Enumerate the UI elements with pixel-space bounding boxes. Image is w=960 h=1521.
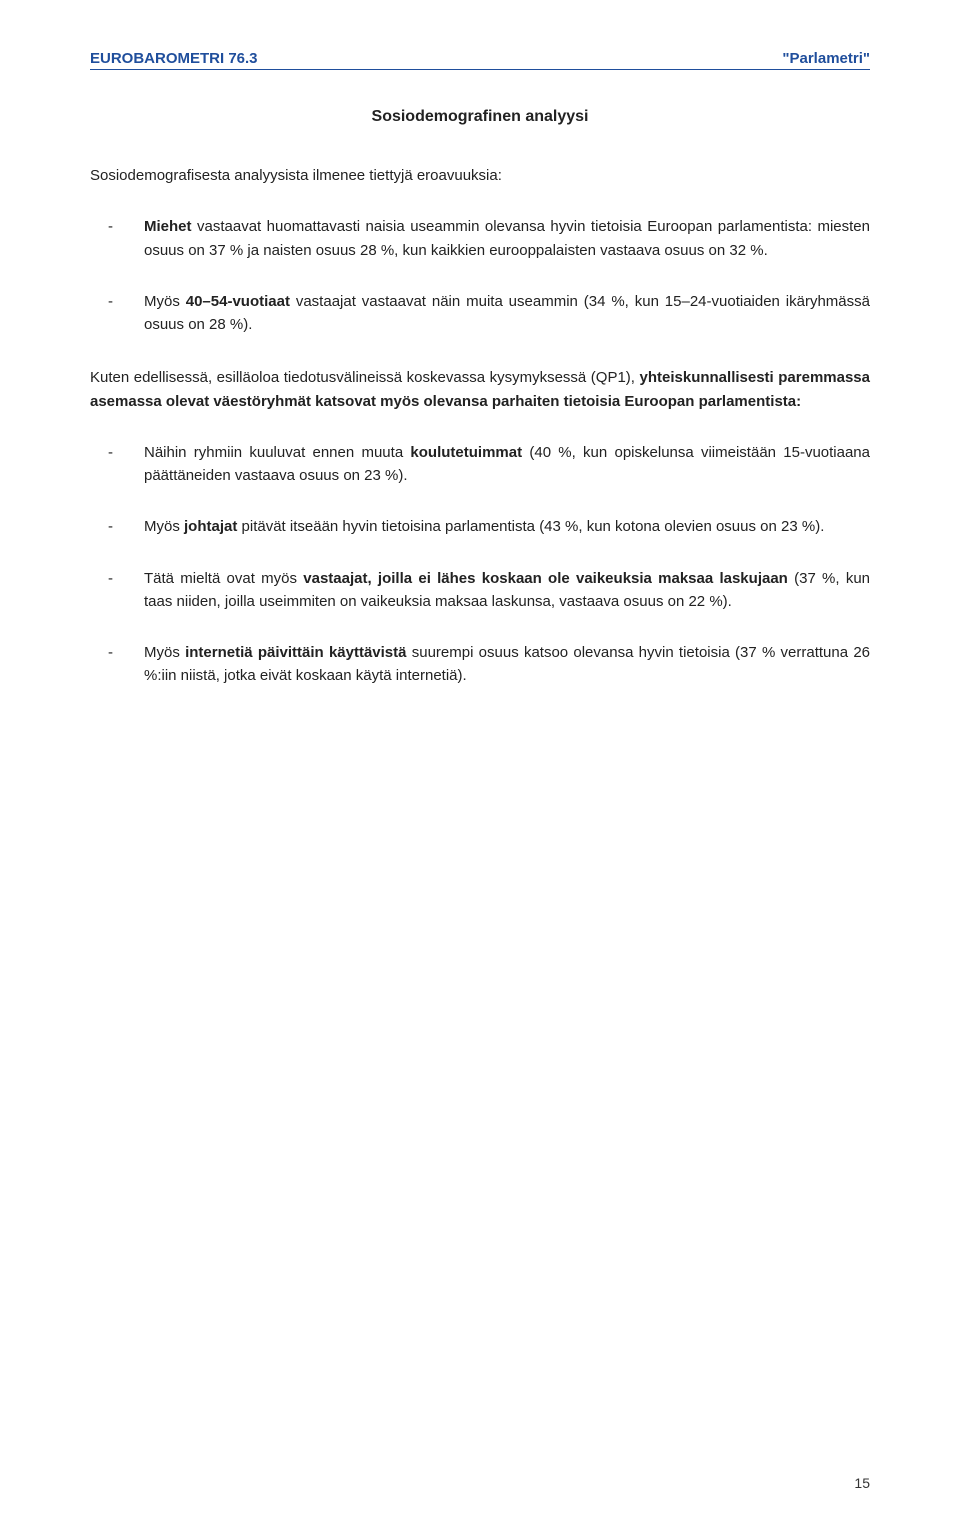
- bullet-item: - Tätä mieltä ovat myös vastaajat, joill…: [90, 567, 870, 614]
- page-header: EUROBAROMETRI 76.3 "Parlametri": [90, 50, 870, 70]
- bullet-text: Myös 40–54-vuotiaat vastaajat vastaavat …: [144, 290, 870, 337]
- bullet-item: - Näihin ryhmiin kuuluvat ennen muuta ko…: [90, 441, 870, 488]
- mid-paragraph: Kuten edellisessä, esilläoloa tiedotusvä…: [90, 366, 870, 413]
- bullet-dash-icon: -: [90, 567, 144, 614]
- header-left-text: EUROBAROMETRI 76.3: [90, 50, 258, 67]
- bullet-dash-icon: -: [90, 215, 144, 262]
- bullet-group-1: - Miehet vastaavat huomattavasti naisia …: [90, 215, 870, 336]
- intro-paragraph: Sosiodemografisesta analyysista ilmenee …: [90, 164, 870, 187]
- bullet-text: Tätä mieltä ovat myös vastaajat, joilla …: [144, 567, 870, 614]
- page-number: 15: [854, 1475, 870, 1491]
- bullet-item: - Myös internetiä päivittäin käyttävistä…: [90, 641, 870, 688]
- bullet-text: Miehet vastaavat huomattavasti naisia us…: [144, 215, 870, 262]
- bullet-item: - Myös 40–54-vuotiaat vastaajat vastaava…: [90, 290, 870, 337]
- bullet-text: Myös johtajat pitävät itseään hyvin tiet…: [144, 515, 870, 538]
- bullet-dash-icon: -: [90, 290, 144, 337]
- bullet-dash-icon: -: [90, 441, 144, 488]
- document-page: EUROBAROMETRI 76.3 "Parlametri" Sosiodem…: [0, 0, 960, 1521]
- bullet-item: - Myös johtajat pitävät itseään hyvin ti…: [90, 515, 870, 538]
- section-title: Sosiodemografinen analyysi: [90, 108, 870, 126]
- bullet-group-2: - Näihin ryhmiin kuuluvat ennen muuta ko…: [90, 441, 870, 688]
- bullet-item: - Miehet vastaavat huomattavasti naisia …: [90, 215, 870, 262]
- bullet-dash-icon: -: [90, 515, 144, 538]
- header-right-text: "Parlametri": [782, 50, 870, 67]
- bullet-text: Näihin ryhmiin kuuluvat ennen muuta koul…: [144, 441, 870, 488]
- bullet-text: Myös internetiä päivittäin käyttävistä s…: [144, 641, 870, 688]
- bullet-dash-icon: -: [90, 641, 144, 688]
